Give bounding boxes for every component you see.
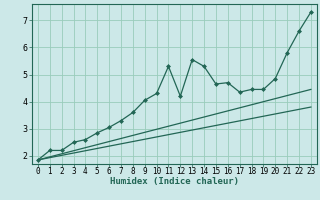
X-axis label: Humidex (Indice chaleur): Humidex (Indice chaleur) [110, 177, 239, 186]
